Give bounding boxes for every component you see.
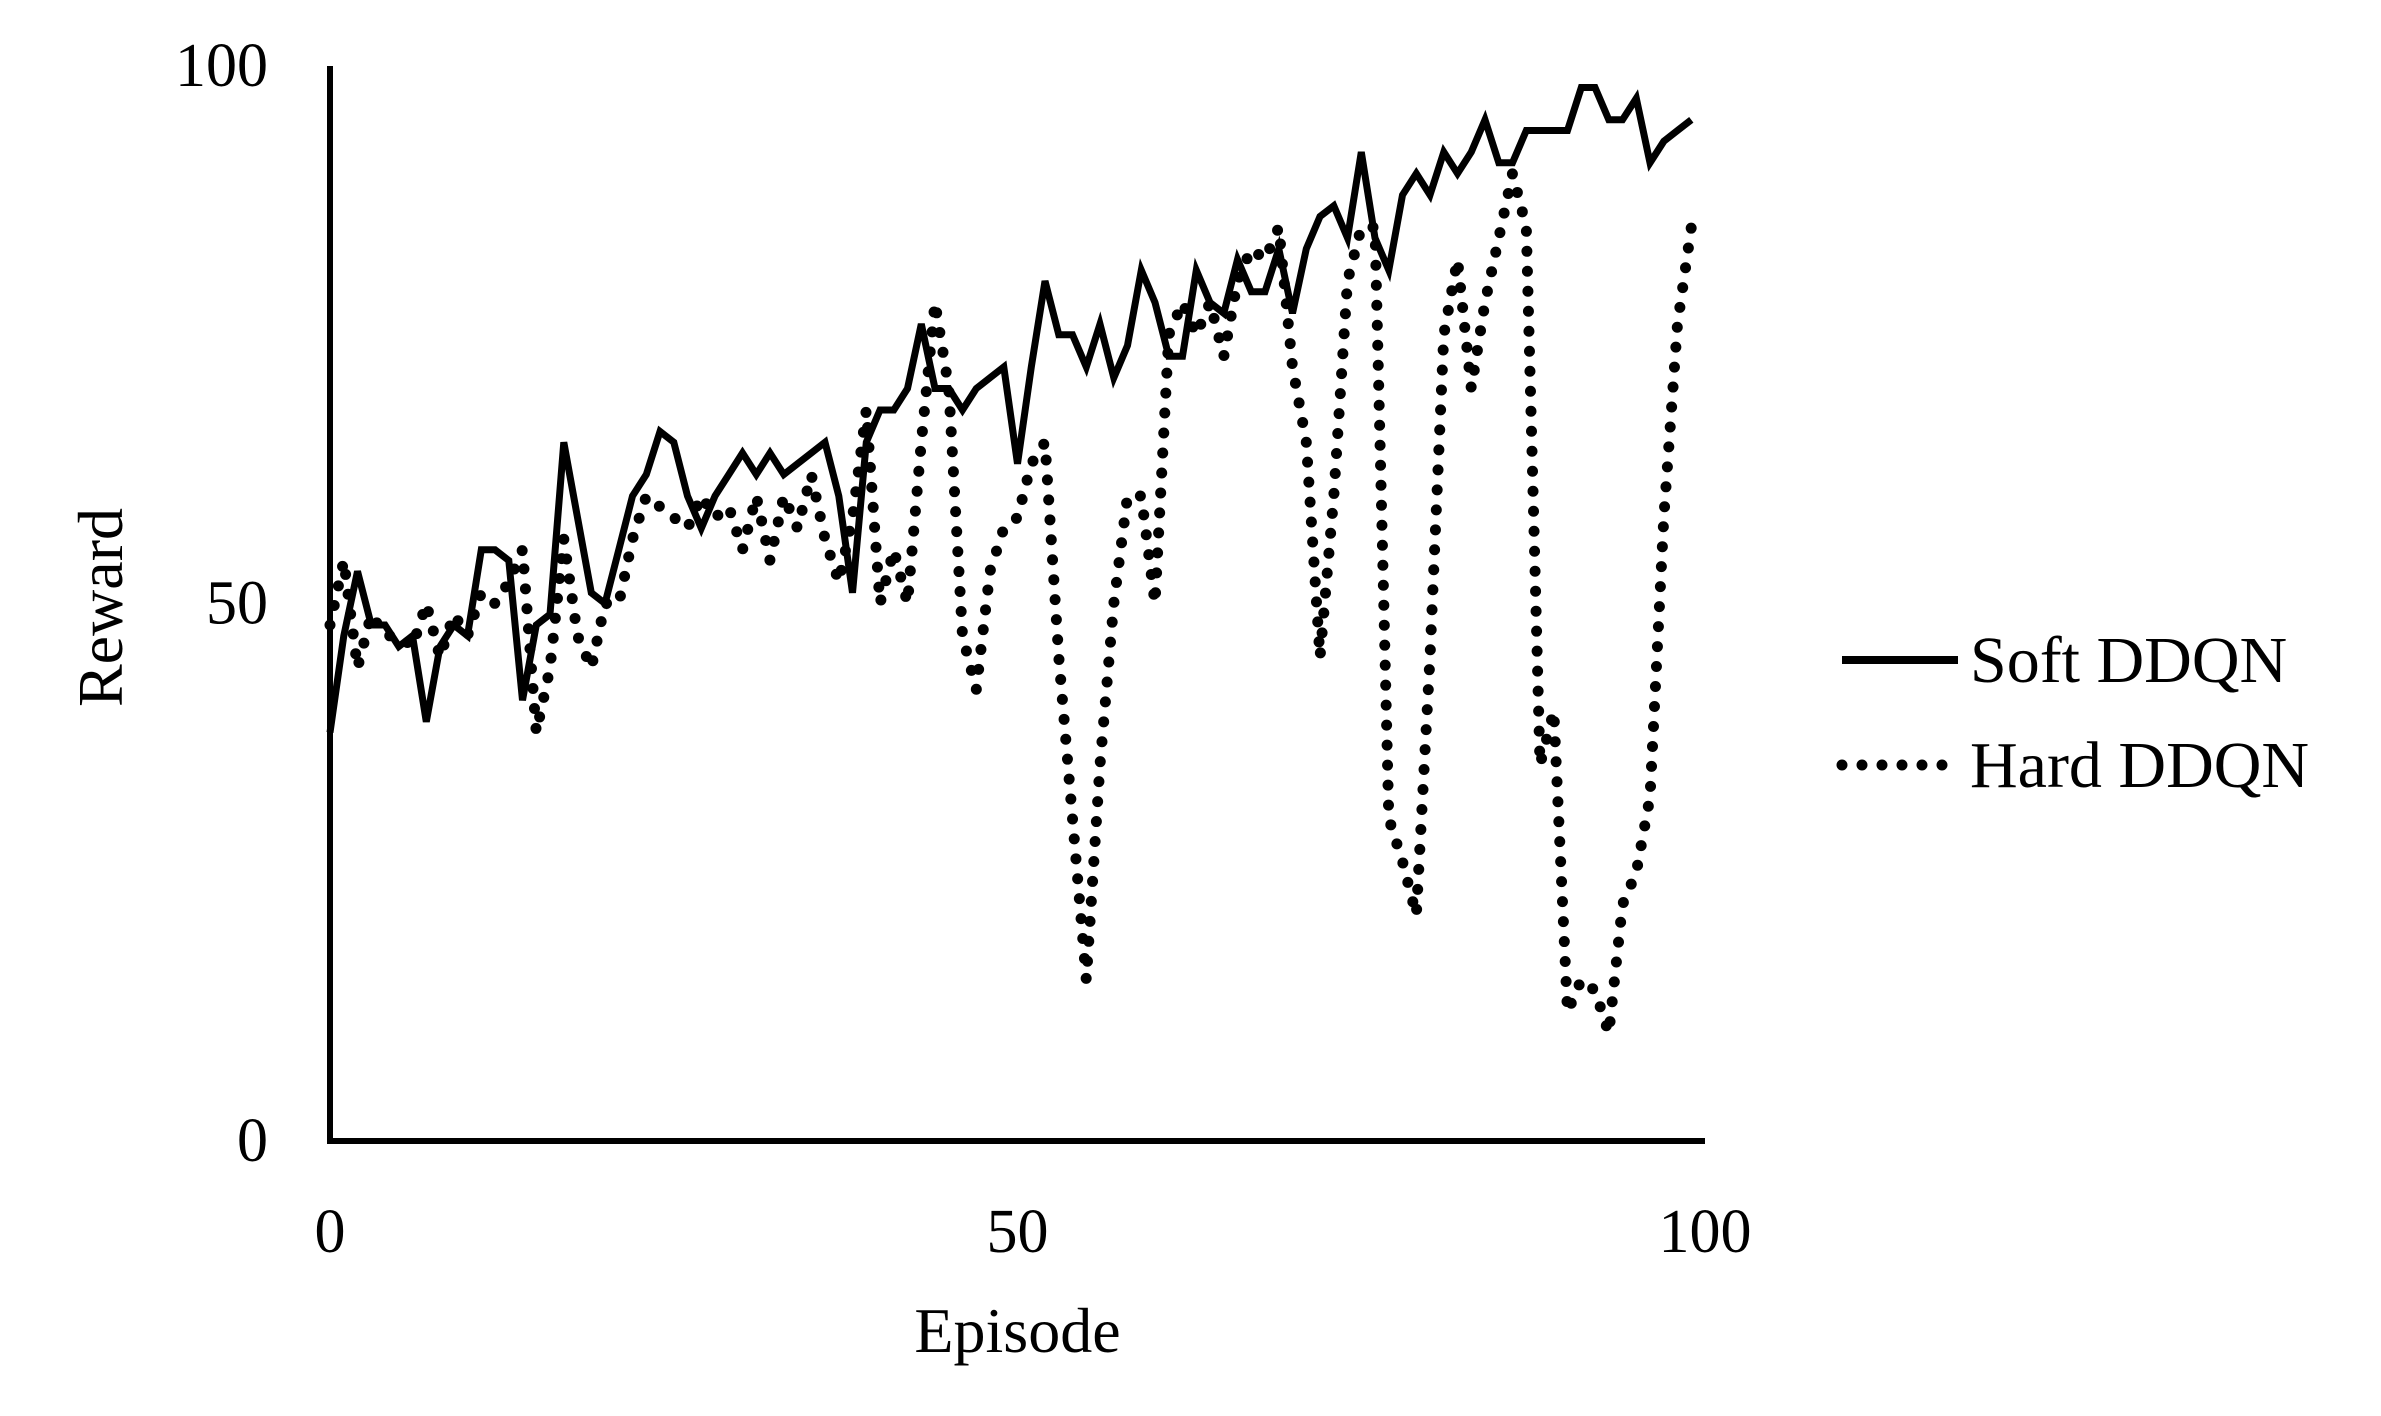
y-tick-label: 0 [237, 1107, 268, 1175]
x-tick-label: 50 [987, 1198, 1049, 1266]
legend-label-soft-ddqn: Soft DDQN [1970, 624, 2287, 697]
x-tick-label: 0 [315, 1198, 346, 1266]
series-line-hard-ddqn [324, 168, 1697, 1039]
legend-label-hard-ddqn: Hard DDQN [1970, 729, 2309, 802]
tick-labels: 0 50 100 0 50 100 [175, 32, 1752, 1266]
x-axis-title: Episode [914, 1295, 1120, 1366]
legend: Soft DDQN Hard DDQN [1836, 624, 2309, 802]
y-tick-label: 50 [206, 570, 268, 638]
x-tick-label: 100 [1659, 1198, 1752, 1266]
plot-area [324, 84, 1697, 1039]
y-tick-label: 100 [175, 32, 268, 100]
axes [327, 66, 1705, 1144]
y-axis-title: Reward [65, 508, 136, 707]
series-line-soft-ddqn [326, 84, 1694, 733]
